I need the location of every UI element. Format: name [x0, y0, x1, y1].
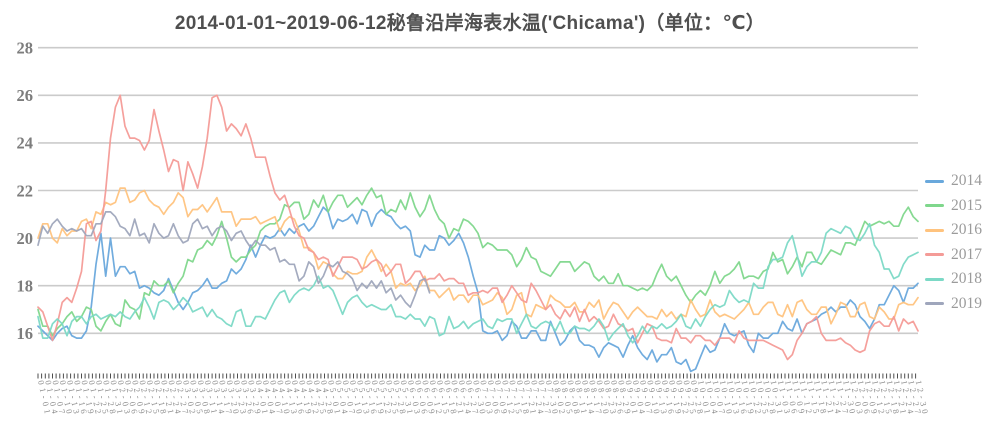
legend-label: 2017: [951, 245, 982, 263]
y-tick-label: 18: [17, 277, 34, 296]
y-axis-labels: 16 18 20 22 24 26 28: [17, 39, 34, 344]
series-line-2017: [37, 94, 919, 361]
legend-swatch: [925, 179, 944, 183]
legend-label: 2019: [951, 294, 982, 312]
legend-swatch: [925, 302, 944, 306]
series-line-2015: [37, 187, 919, 337]
legend-item-2017: 2017: [925, 243, 982, 268]
y-tick-label: 24: [17, 134, 34, 153]
legend-swatch: [925, 228, 944, 232]
legend-label: 2016: [951, 221, 982, 239]
x-axis-ticks: [37, 373, 917, 379]
series-line-2019: [37, 211, 431, 308]
legend-item-2015: 2015: [925, 194, 982, 219]
legend-swatch: [925, 204, 944, 208]
y-tick-label: 28: [17, 39, 34, 58]
legend-label: 2015: [951, 196, 982, 214]
y-tick-label: 20: [17, 229, 34, 248]
legend-item-2018: 2018: [925, 267, 982, 292]
gridlines: [38, 46, 918, 335]
legend-item-2019: 2019: [925, 292, 982, 317]
legend-item-2016: 2016: [925, 218, 982, 243]
y-tick-label: 22: [17, 181, 34, 200]
series-line-2018: [37, 222, 919, 344]
legend: 2014 2015 2016 2017 2018 2019: [925, 169, 982, 316]
x-axis-labels: 01-0101-0401-0701-1001-1301-1601-1901-22…: [36, 379, 931, 418]
legend-label: 2014: [951, 172, 982, 190]
legend-item-2014: 2014: [925, 169, 982, 194]
series-line-2016: [37, 187, 919, 325]
y-tick-label: 16: [17, 324, 34, 343]
legend-swatch: [925, 277, 944, 281]
y-tick-label: 26: [17, 86, 34, 105]
legend-swatch: [925, 253, 944, 257]
chart-title: 2014-01-01~2019-06-12秘鲁沿岸海表水温('Chicama')…: [174, 13, 766, 34]
legend-label: 2018: [951, 270, 982, 288]
